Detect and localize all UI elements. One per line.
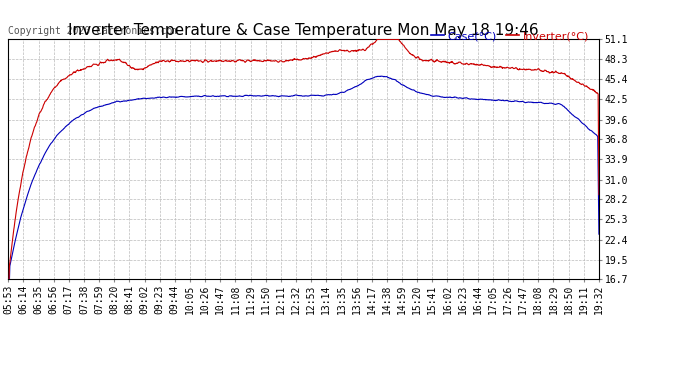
Text: Copyright 2020 Cartronics.com: Copyright 2020 Cartronics.com xyxy=(8,26,179,36)
Legend: Case(°C), Inverter(°C): Case(°C), Inverter(°C) xyxy=(426,27,593,46)
Title: Inverter Temperature & Case Temperature Mon May 18 19:46: Inverter Temperature & Case Temperature … xyxy=(68,23,539,38)
